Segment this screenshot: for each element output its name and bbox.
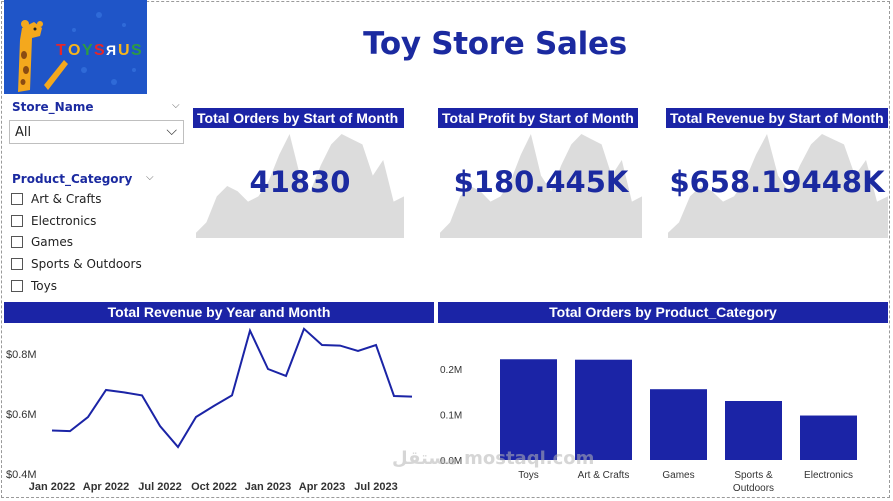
svg-text:Y: Y <box>82 42 93 59</box>
card-value-orders: 41830 <box>249 165 351 199</box>
sparkline-area <box>668 134 888 238</box>
giraffe-icon <box>18 20 68 92</box>
category-option-sports-outdoors[interactable]: Sports & Outdoors <box>11 257 142 271</box>
card-title-profit: Total Profit by Start of Month <box>438 108 638 128</box>
y-tick-label: 0.2M <box>440 365 462 376</box>
revenue-line-chart[interactable]: $0.4M $0.6M $0.8M Jan 2022 Apr 2022 Jul 2022 O… <box>0 324 436 496</box>
bar <box>575 359 632 460</box>
checkbox[interactable] <box>11 258 23 270</box>
y-tick-label: $0.8M <box>6 349 37 361</box>
x-tick-label: Oct 2022 <box>191 481 237 493</box>
sparkline-area <box>440 134 642 238</box>
line-chart-title: Total Revenue by Year and Month <box>4 302 434 323</box>
card-title-revenue: Total Revenue by Start of Month <box>666 108 888 128</box>
x-tick-label: Sports & <box>734 470 773 481</box>
toysrus-wordmark: T O Y S Я U S <box>56 42 142 59</box>
toysrus-logo: T O Y S Я U S <box>4 0 147 94</box>
card-value-profit: $180.445K <box>453 165 629 199</box>
chevron-down-icon: ⌵ <box>166 123 177 139</box>
category-option-toys[interactable]: Toys <box>11 279 57 293</box>
checkbox[interactable] <box>11 193 23 205</box>
category-slicer-label: Product_Category <box>12 172 133 186</box>
y-tick-label: 0.0M <box>440 456 462 467</box>
store-slicer-label: Store_Name <box>12 100 94 114</box>
x-tick-label: Apr 2023 <box>299 481 345 493</box>
svg-text:S: S <box>94 42 105 59</box>
chevron-down-icon[interactable]: ⌵ <box>146 172 154 183</box>
store-dropdown-value: All <box>15 125 32 140</box>
profit-sparkline <box>440 134 642 238</box>
card-title-orders: Total Orders by Start of Month <box>193 108 404 128</box>
store-dropdown[interactable]: All ⌵ <box>9 120 184 144</box>
y-tick-label: 0.1M <box>440 411 462 422</box>
category-option-art-crafts[interactable]: Art & Crafts <box>11 192 101 206</box>
svg-text:Я: Я <box>106 42 116 58</box>
giraffe-logo-icon: T O Y S Я U S <box>4 0 147 94</box>
revenue-series-line <box>51 327 413 449</box>
revenue-sparkline <box>668 134 888 238</box>
category-option-games[interactable]: Games <box>11 235 73 249</box>
x-tick-label: Jan 2022 <box>29 481 75 493</box>
bar <box>650 389 707 460</box>
watermark: مستقل mostaql.com <box>392 448 595 469</box>
y-tick-label: $0.6M <box>6 409 37 421</box>
x-tick-label: Jan 2023 <box>245 481 291 493</box>
x-tick-label: Electronics <box>804 470 853 481</box>
category-option-label: Toys <box>31 279 57 293</box>
category-option-label: Art & Crafts <box>31 192 102 206</box>
x-tick-label: Outdoors <box>733 483 774 494</box>
orders-bar-chart[interactable]: 0.0M 0.1M 0.2M Toys Art & Crafts Games Sports … <box>438 324 890 496</box>
sparkline-area <box>196 134 404 238</box>
category-option-label: Games <box>31 235 73 249</box>
chevron-down-icon[interactable]: ⌵ <box>172 100 180 111</box>
svg-text:T: T <box>56 42 66 59</box>
x-tick-label: Apr 2022 <box>83 481 129 493</box>
checkbox[interactable] <box>11 215 23 227</box>
x-tick-label: Jul 2022 <box>138 481 181 493</box>
checkbox[interactable] <box>11 280 23 292</box>
x-tick-label: Games <box>662 470 694 481</box>
svg-text:O: O <box>68 42 80 59</box>
category-option-label: Electronics <box>31 214 97 228</box>
bar <box>725 401 782 460</box>
x-tick-label: Art & Crafts <box>578 470 630 481</box>
x-tick-label: Toys <box>518 470 539 481</box>
bar-chart-title: Total Orders by Product_Category <box>438 302 888 323</box>
bar <box>500 359 557 460</box>
checkbox[interactable] <box>11 236 23 248</box>
card-value-revenue: $658.19448K <box>669 165 885 199</box>
orders-sparkline <box>196 134 404 238</box>
svg-text:S: S <box>131 42 142 59</box>
category-option-label: Sports & Outdoors <box>31 257 142 271</box>
page-title: Toy Store Sales <box>363 26 627 62</box>
svg-text:U: U <box>118 42 130 59</box>
category-option-electronics[interactable]: Electronics <box>11 214 96 228</box>
bar <box>800 415 857 460</box>
x-tick-label: Jul 2023 <box>354 481 397 493</box>
y-tick-label: $0.4M <box>6 469 37 481</box>
